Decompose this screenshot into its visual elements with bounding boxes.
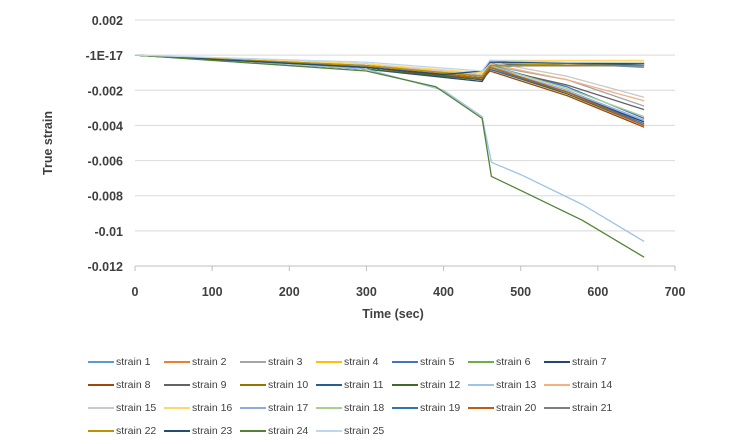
legend-label: strain 16 bbox=[192, 402, 232, 414]
x-axis-title: Time (sec) bbox=[362, 307, 424, 321]
legend-label: strain 11 bbox=[344, 379, 384, 391]
legend-item: strain 21 bbox=[544, 396, 620, 419]
legend-label: strain 25 bbox=[344, 425, 384, 437]
legend-item: strain 14 bbox=[544, 373, 620, 396]
y-tick-label: -0.004 bbox=[88, 119, 123, 133]
line-chart: 0.002 -1E-17 -0.002 -0.004 -0.006 -0.008 -0.01… bbox=[0, 0, 744, 350]
legend-swatch bbox=[164, 361, 190, 363]
legend-swatch bbox=[316, 361, 342, 363]
y-tick-label: -0.012 bbox=[88, 260, 123, 274]
x-tick-label: 600 bbox=[587, 285, 608, 299]
legend-label: strain 22 bbox=[116, 425, 156, 437]
y-tick-label: 0.002 bbox=[92, 14, 123, 28]
x-tick-label: 700 bbox=[665, 285, 686, 299]
legend-item: strain 18 bbox=[316, 396, 392, 419]
legend-label: strain 15 bbox=[116, 402, 156, 414]
legend-item: strain 1 bbox=[88, 350, 164, 373]
y-tick-label: -0.01 bbox=[95, 225, 124, 239]
legend-label: strain 10 bbox=[268, 379, 308, 391]
legend-swatch bbox=[468, 361, 494, 363]
x-tick-label: 400 bbox=[433, 285, 454, 299]
x-tick-label: 200 bbox=[279, 285, 300, 299]
legend-item: strain 23 bbox=[164, 419, 240, 442]
y-tick-label: -0.002 bbox=[88, 84, 123, 98]
y-tick-label: -0.008 bbox=[88, 190, 123, 204]
legend-row: strain 8 strain 9 strain 10 strain 11 strain… bbox=[88, 373, 738, 396]
legend-label: strain 17 bbox=[268, 402, 308, 414]
legend-item: strain 11 bbox=[316, 373, 392, 396]
legend-item: strain 19 bbox=[392, 396, 468, 419]
legend-label: strain 2 bbox=[192, 356, 226, 368]
legend-item: strain 12 bbox=[392, 373, 468, 396]
legend-swatch bbox=[544, 384, 570, 386]
legend-swatch bbox=[240, 407, 266, 409]
legend-swatch bbox=[164, 430, 190, 432]
x-tick-label: 500 bbox=[510, 285, 531, 299]
legend-label: strain 19 bbox=[420, 402, 460, 414]
legend-label: strain 23 bbox=[192, 425, 232, 437]
legend-swatch bbox=[392, 407, 418, 409]
legend-label: strain 18 bbox=[344, 402, 384, 414]
legend: strain 1 strain 2 strain 3 strain 4 strain 5… bbox=[88, 350, 738, 442]
legend-label: strain 12 bbox=[420, 379, 460, 391]
legend-swatch bbox=[316, 430, 342, 432]
legend-item: strain 13 bbox=[468, 373, 544, 396]
legend-swatch bbox=[88, 384, 114, 386]
legend-label: strain 8 bbox=[116, 379, 150, 391]
legend-swatch bbox=[88, 361, 114, 363]
legend-swatch bbox=[468, 407, 494, 409]
legend-item: strain 22 bbox=[88, 419, 164, 442]
legend-swatch bbox=[240, 430, 266, 432]
legend-swatch bbox=[240, 361, 266, 363]
legend-swatch bbox=[392, 384, 418, 386]
legend-label: strain 4 bbox=[344, 356, 378, 368]
legend-item: strain 7 bbox=[544, 350, 620, 373]
legend-item: strain 16 bbox=[164, 396, 240, 419]
legend-label: strain 13 bbox=[496, 379, 536, 391]
legend-item: strain 17 bbox=[240, 396, 316, 419]
legend-item: strain 25 bbox=[316, 419, 392, 442]
x-tick-label: 300 bbox=[356, 285, 377, 299]
legend-swatch bbox=[164, 384, 190, 386]
legend-item: strain 24 bbox=[240, 419, 316, 442]
legend-label: strain 7 bbox=[572, 356, 606, 368]
legend-item: strain 20 bbox=[468, 396, 544, 419]
legend-label: strain 1 bbox=[116, 356, 150, 368]
legend-item: strain 15 bbox=[88, 396, 164, 419]
legend-label: strain 14 bbox=[572, 379, 612, 391]
legend-swatch bbox=[240, 384, 266, 386]
y-axis-title: True strain bbox=[41, 111, 55, 175]
legend-swatch bbox=[316, 407, 342, 409]
legend-row: strain 22 strain 23 strain 24 strain 25 bbox=[88, 419, 738, 442]
legend-item: strain 5 bbox=[392, 350, 468, 373]
legend-item: strain 6 bbox=[468, 350, 544, 373]
legend-label: strain 3 bbox=[268, 356, 302, 368]
legend-swatch bbox=[392, 361, 418, 363]
x-tick-label: 0 bbox=[132, 285, 139, 299]
legend-swatch bbox=[88, 430, 114, 432]
legend-item: strain 10 bbox=[240, 373, 316, 396]
legend-label: strain 21 bbox=[572, 402, 612, 414]
legend-swatch bbox=[88, 407, 114, 409]
legend-label: strain 24 bbox=[268, 425, 308, 437]
y-tick-label: -1E-17 bbox=[85, 49, 123, 63]
legend-item: strain 8 bbox=[88, 373, 164, 396]
legend-item: strain 2 bbox=[164, 350, 240, 373]
legend-label: strain 6 bbox=[496, 356, 530, 368]
legend-item: strain 3 bbox=[240, 350, 316, 373]
legend-item: strain 9 bbox=[164, 373, 240, 396]
legend-swatch bbox=[544, 361, 570, 363]
legend-label: strain 9 bbox=[192, 379, 226, 391]
legend-label: strain 20 bbox=[496, 402, 536, 414]
legend-swatch bbox=[468, 384, 494, 386]
x-tick-label: 100 bbox=[202, 285, 223, 299]
legend-label: strain 5 bbox=[420, 356, 454, 368]
legend-row: strain 1 strain 2 strain 3 strain 4 strain 5… bbox=[88, 350, 738, 373]
legend-row: strain 15 strain 16 strain 17 strain 18 stra… bbox=[88, 396, 738, 419]
legend-item: strain 4 bbox=[316, 350, 392, 373]
legend-swatch bbox=[544, 407, 570, 409]
legend-swatch bbox=[164, 407, 190, 409]
y-tick-label: -0.006 bbox=[88, 155, 123, 169]
legend-swatch bbox=[316, 384, 342, 386]
